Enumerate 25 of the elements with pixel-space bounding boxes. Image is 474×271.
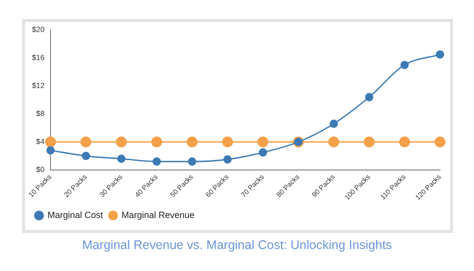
point [80, 136, 92, 148]
point [365, 93, 374, 102]
point [46, 146, 55, 155]
point [400, 60, 409, 70]
point [258, 136, 268, 148]
point [364, 136, 375, 148]
point [188, 157, 196, 166]
point [222, 136, 234, 148]
point [434, 136, 446, 148]
point [436, 50, 444, 59]
point [223, 155, 232, 164]
point [116, 136, 127, 148]
point [45, 136, 56, 148]
point [186, 136, 198, 148]
point [117, 154, 126, 163]
text: Marginal Revenue vs. Marginal Cost: Unlocking Insights [81, 238, 393, 252]
point [152, 157, 161, 166]
point [399, 136, 410, 148]
point [151, 136, 162, 148]
point [330, 120, 338, 128]
point [258, 148, 268, 157]
point [82, 152, 90, 160]
legend-label: Marginal Revenue [122, 210, 195, 220]
legend-label: Marginal Cost [48, 210, 104, 220]
point [328, 136, 340, 148]
